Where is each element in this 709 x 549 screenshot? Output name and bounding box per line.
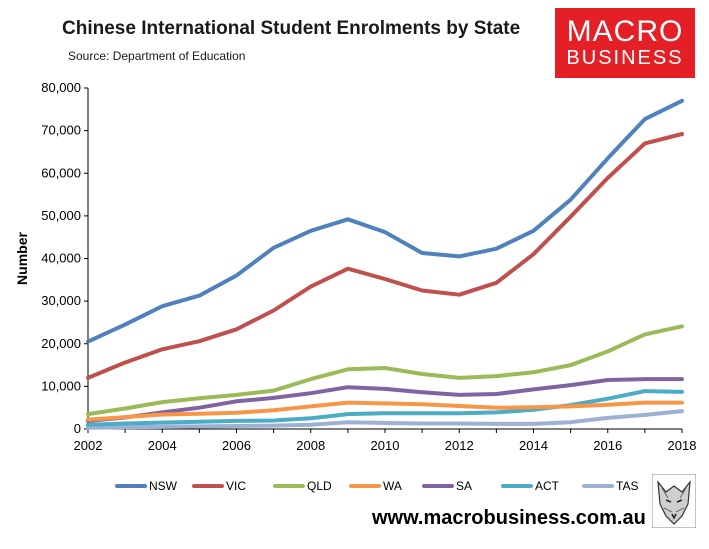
x-tick-label: 2016 — [593, 438, 622, 453]
y-tick-label: 0 — [74, 421, 81, 436]
y-axis-title: Number — [14, 232, 30, 285]
legend-label-qld: QLD — [307, 479, 332, 493]
legend-label-wa: WA — [383, 479, 402, 493]
x-tick-label: 2002 — [74, 438, 103, 453]
wolf-icon — [652, 474, 696, 528]
website-url: www.macrobusiness.com.au — [372, 507, 646, 529]
logo-line-2: BUSINESS — [566, 47, 684, 69]
series-line-sa — [86, 377, 684, 423]
legend-label-tas: TAS — [616, 479, 638, 493]
y-tick-label: 70,000 — [41, 123, 81, 138]
legend-label-nsw: NSW — [149, 479, 178, 493]
series-line-vic — [86, 132, 684, 380]
x-tick-label: 2006 — [222, 438, 251, 453]
x-tick-label: 2018 — [668, 438, 697, 453]
series-line-nsw — [86, 98, 684, 344]
x-tick-label: 2012 — [445, 438, 474, 453]
y-tick-label: 20,000 — [41, 336, 81, 351]
x-tick-label: 2014 — [519, 438, 548, 453]
legend-label-act: ACT — [535, 479, 560, 493]
chart-title: Chinese International Student Enrolments… — [62, 18, 521, 39]
x-tick-label: 2010 — [371, 438, 400, 453]
y-tick-label: 60,000 — [41, 165, 81, 180]
series-line-qld — [86, 324, 684, 417]
logo-line-1: MACRO — [566, 15, 684, 48]
x-tick-label: 2008 — [296, 438, 325, 453]
chart-source: Source: Department of Education — [68, 49, 246, 63]
series-line-act — [86, 389, 684, 427]
y-tick-label: 40,000 — [41, 251, 81, 266]
legend-label-sa: SA — [456, 479, 472, 493]
y-tick-label: 10,000 — [41, 378, 81, 393]
x-tick-label: 2004 — [148, 438, 177, 453]
y-tick-label: 30,000 — [41, 293, 81, 308]
series-line-wa — [86, 400, 684, 422]
legend-label-vic: VIC — [226, 479, 246, 493]
series-line-tas — [86, 409, 684, 430]
macrobusiness-logo: MACRO BUSINESS — [555, 8, 695, 78]
y-tick-label: 50,000 — [41, 208, 81, 223]
y-tick-label: 80,000 — [41, 80, 81, 95]
